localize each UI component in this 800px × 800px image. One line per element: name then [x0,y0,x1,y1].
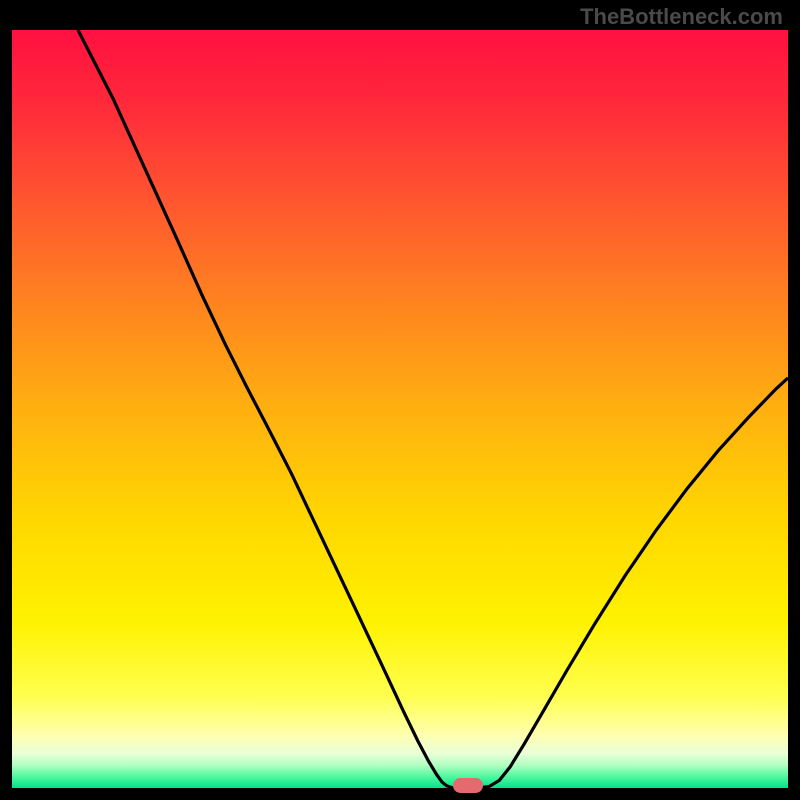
bottleneck-curve [12,30,788,788]
optimum-marker [453,778,483,793]
plot-area [12,30,788,788]
curve-path [78,30,788,788]
chart-container: TheBottleneck.com [0,0,800,800]
watermark-text: TheBottleneck.com [580,4,783,30]
